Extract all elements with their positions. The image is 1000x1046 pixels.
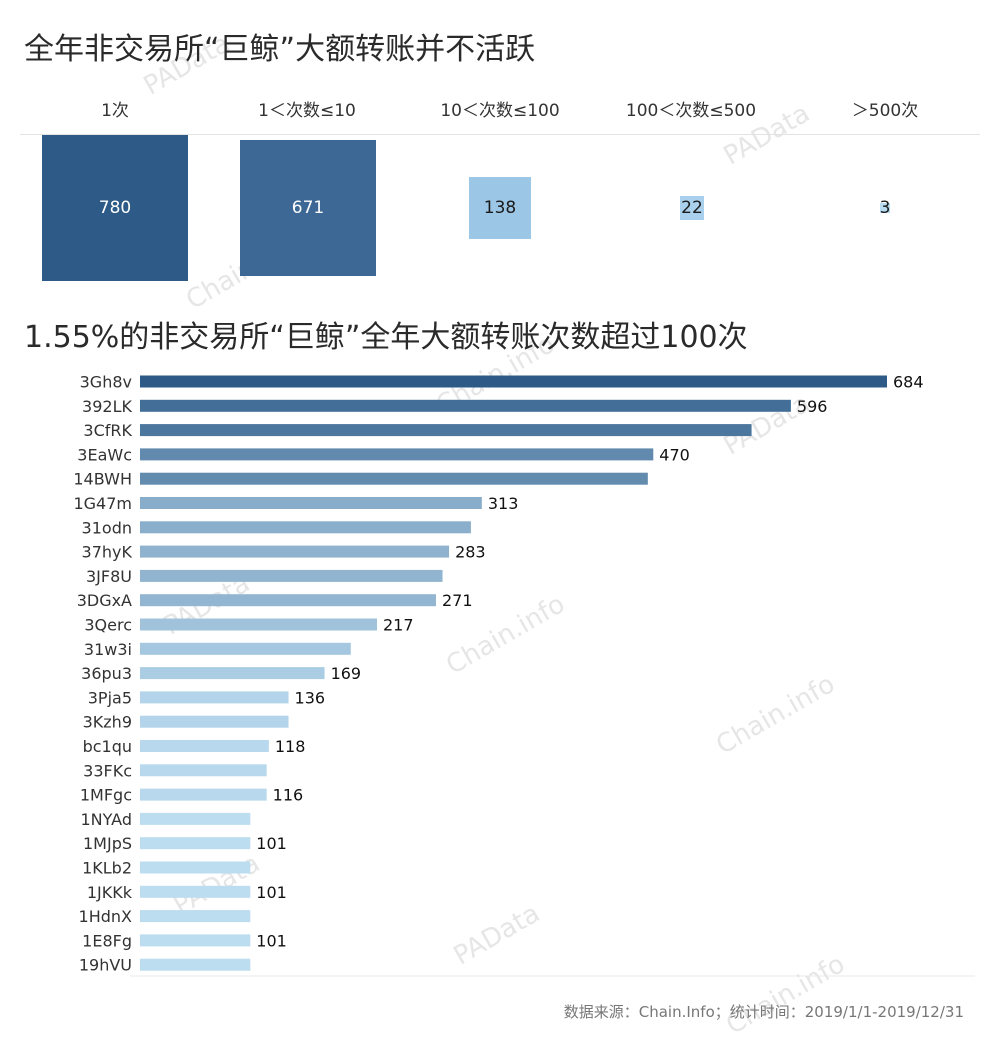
- frequency-square: 671: [240, 140, 376, 276]
- bar: [140, 812, 251, 825]
- bar: [140, 861, 251, 874]
- bar: [140, 837, 251, 850]
- bar-category-label: 3JF8U: [86, 567, 132, 586]
- bar-category-label: 19hVU: [79, 956, 132, 975]
- bar: [140, 934, 251, 947]
- bar-category-label: 1KLb2: [82, 859, 132, 878]
- bar: [140, 691, 289, 704]
- frequency-square: 138: [469, 177, 531, 239]
- bar-value-label: 283: [455, 543, 486, 562]
- bar: [140, 910, 251, 923]
- bar: [140, 448, 654, 461]
- bar: [140, 521, 471, 534]
- bar-category-label: 1NYAd: [81, 810, 133, 829]
- frequency-square: 3: [880, 198, 891, 218]
- frequency-value: 22: [681, 197, 703, 218]
- bar-category-label: 33FKc: [83, 761, 132, 780]
- bar-value-label: 101: [256, 834, 287, 853]
- header-divider: [20, 134, 980, 135]
- chart-title-transfer-frequency: 全年非交易所“巨鲸”大额转账并不活跃: [24, 32, 536, 67]
- bar: [140, 424, 752, 437]
- category-header: ＞500次: [851, 101, 919, 121]
- bar: [140, 569, 443, 582]
- bar: [140, 667, 325, 680]
- bar-category-label: 3Pja5: [88, 688, 132, 707]
- bar: [140, 642, 351, 655]
- bar-category-label: 36pu3: [81, 664, 132, 683]
- bar-category-label: bc1qu: [83, 737, 132, 756]
- bar-category-label: 392LK: [82, 397, 132, 416]
- data-source-note: 数据来源：Chain.Info；统计时间：2019/1/1-2019/12/31: [563, 1003, 964, 1021]
- bar-category-label: 3DGxA: [77, 591, 132, 610]
- bar-category-label: 31odn: [82, 518, 132, 537]
- bar-category-label: 3EaWc: [77, 445, 132, 464]
- bar-value-label: 271: [442, 591, 473, 610]
- bar-value-label: 470: [659, 445, 690, 464]
- bar-value-label: 118: [275, 737, 306, 756]
- bar-category-label: 31w3i: [84, 640, 132, 659]
- bar-category-label: 3Qerc: [84, 616, 132, 635]
- whale-bar-chart: 3Gh8v 684 392LK 596 3CfRK 3EaWc 470 14BWH 1G47m 3…: [73, 373, 975, 977]
- bar: [140, 764, 267, 777]
- bar-category-label: 37hyK: [82, 543, 133, 562]
- bar-value-label: 596: [797, 397, 828, 416]
- frequency-square: 22: [679, 195, 705, 221]
- bar-value-label: 101: [256, 883, 287, 902]
- bar-value-label: 116: [273, 786, 304, 805]
- bar: [140, 885, 251, 898]
- category-header: 10＜次数≤100: [440, 101, 560, 121]
- category-header: 1＜次数≤10: [258, 101, 356, 121]
- bar: [140, 399, 791, 412]
- bar: [140, 472, 648, 485]
- bar: [140, 545, 450, 558]
- bar: [140, 740, 269, 752]
- bar: [140, 788, 267, 801]
- bar-category-label: 1JKKk: [87, 883, 133, 902]
- bar-category-label: 1MJpS: [83, 834, 132, 853]
- frequency-value: 138: [483, 197, 517, 218]
- category-header: 1次: [101, 101, 129, 121]
- bar-value-label: 684: [893, 373, 924, 392]
- frequency-value: 671: [291, 197, 325, 218]
- bar: [140, 958, 251, 971]
- bar: [140, 375, 887, 388]
- bar-category-label: 3Kzh9: [83, 713, 132, 732]
- bar-category-label: 3Gh8v: [80, 373, 132, 392]
- bar-category-label: 14BWH: [73, 470, 132, 489]
- category-header: 100＜次数≤500: [625, 101, 757, 121]
- frequency-value: 3: [879, 198, 891, 218]
- bar-category-label: 1HdnX: [79, 907, 133, 926]
- bar: [140, 497, 482, 509]
- bar-value-label: 136: [295, 688, 326, 707]
- bar: [140, 618, 377, 631]
- frequency-value: 780: [98, 198, 132, 218]
- bar-category-label: 1E8Fg: [82, 931, 132, 950]
- bar-value-label: 101: [256, 931, 287, 950]
- bar-value-label: 217: [383, 616, 414, 635]
- bar-value-label: 313: [488, 494, 519, 513]
- bar-category-label: 1MFgc: [80, 786, 132, 805]
- bar: [140, 594, 436, 607]
- bar-value-label: 169: [331, 664, 362, 683]
- bar: [140, 715, 289, 728]
- bar-category-label: 1G47m: [73, 494, 132, 513]
- frequency-square: 780: [42, 135, 188, 281]
- chart-title-top-whales: 1.55%的非交易所“巨鲸”全年大额转账次数超过100次: [24, 320, 748, 355]
- bar-category-label: 3CfRK: [83, 421, 132, 440]
